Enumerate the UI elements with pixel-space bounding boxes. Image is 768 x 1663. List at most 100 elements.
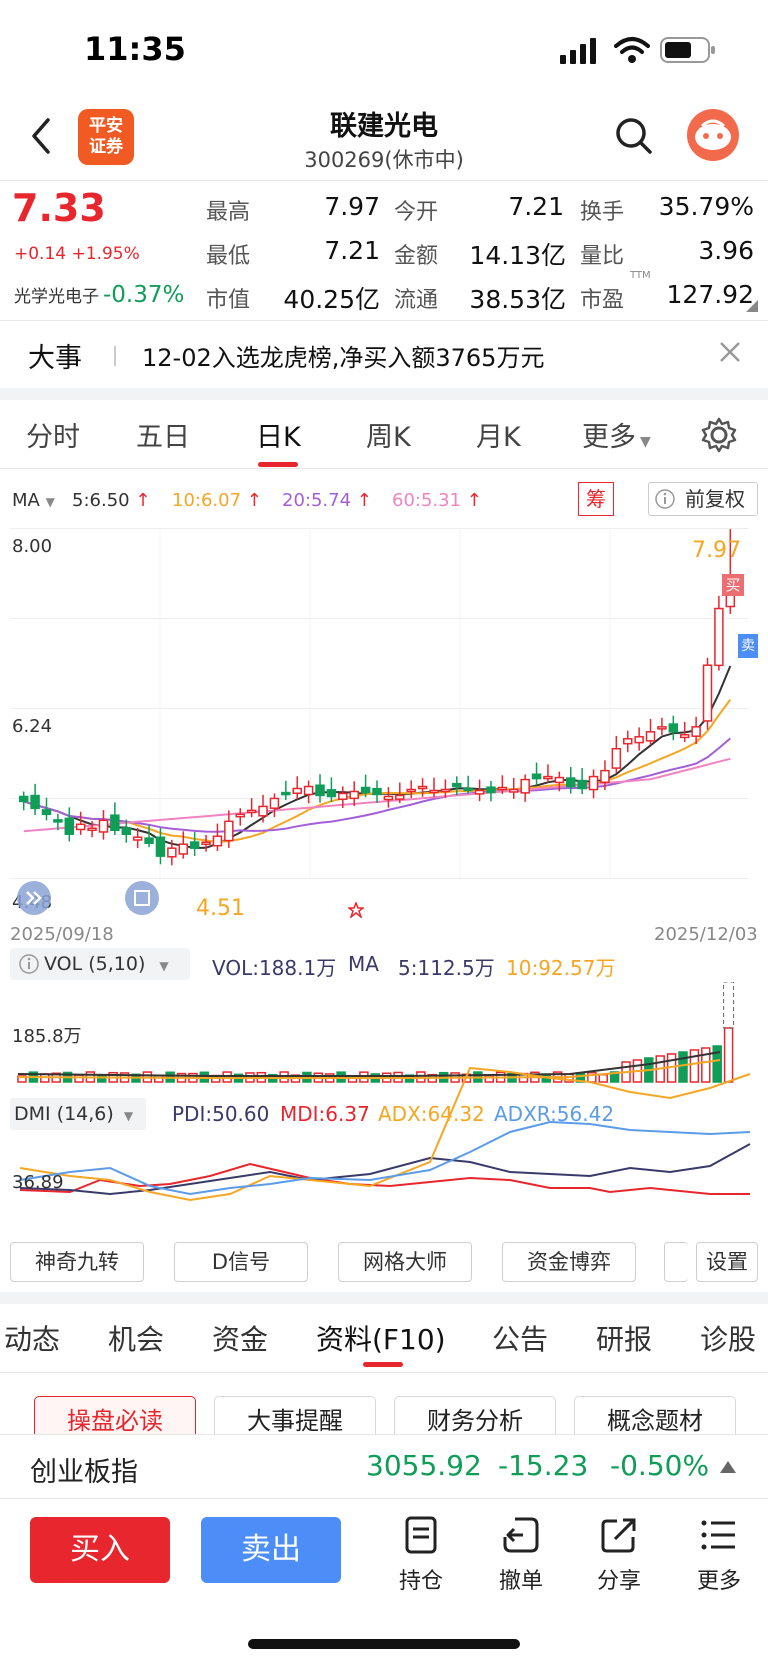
holdings-action[interactable]: 持仓: [386, 1515, 456, 1595]
index-ticker-bar[interactable]: 创业板指 3055.92 -15.23 -0.50%: [0, 1434, 768, 1498]
search-icon[interactable]: [614, 116, 654, 156]
stock-name: 联建光电: [330, 111, 438, 142]
tab-daily-k[interactable]: 日K: [256, 422, 301, 453]
tab-research[interactable]: 研报: [596, 1323, 653, 1356]
tool-d-signal[interactable]: D信号: [174, 1242, 308, 1282]
ttm-superscript: TTM: [630, 270, 651, 281]
candle-body: [212, 835, 223, 847]
adxr-line: [19, 1120, 751, 1196]
candle-body: [338, 792, 348, 800]
close-icon[interactable]: [718, 340, 742, 364]
candle-body: [486, 786, 496, 794]
candle-body: [497, 786, 508, 791]
tab-opportunity[interactable]: 机会: [108, 1323, 165, 1356]
tab-f10[interactable]: 资料(F10): [316, 1323, 446, 1356]
assistant-avatar-icon[interactable]: [686, 108, 740, 162]
active-tab-indicator: [258, 462, 298, 467]
more-action[interactable]: 更多: [684, 1515, 754, 1595]
candle-body: [657, 726, 667, 730]
tool-more-partial[interactable]: [664, 1242, 688, 1282]
candle-body: [463, 787, 473, 792]
candle-body: [520, 778, 530, 794]
tab-monthly-k[interactable]: 月K: [476, 422, 521, 453]
buy-marker[interactable]: 买: [722, 574, 744, 596]
candle-body: [360, 786, 371, 794]
adjust-mode-button[interactable]: 前复权: [648, 482, 758, 516]
tab-timeshare[interactable]: 分时: [26, 422, 80, 453]
candle-body: [679, 734, 690, 739]
kline-candles: [18, 529, 736, 866]
date-end: 2025/12/03: [654, 924, 758, 945]
bottom-action-bar: 买入 卖出 持仓 撤单 分享 更多: [0, 1498, 768, 1663]
tool-nine-turn[interactable]: 神奇九转: [10, 1242, 144, 1282]
cancel-order-action[interactable]: 撤单: [486, 1515, 556, 1595]
volume-bar: [723, 1027, 734, 1083]
candle-body: [30, 794, 40, 810]
cancel-order-label: 撤单: [498, 1569, 543, 1594]
collapse-left-icon[interactable]: [16, 880, 52, 916]
corner-expand-icon[interactable]: [746, 300, 758, 312]
ma-line: [23, 699, 732, 844]
tab-more-label: 更多: [582, 422, 636, 453]
candle-body: [64, 817, 75, 836]
candle-body: [132, 836, 143, 841]
kline-chart[interactable]: [10, 528, 758, 916]
tab-diagnosis[interactable]: 诊股: [700, 1323, 757, 1356]
pdi-value: PDI:50.60: [172, 1102, 270, 1126]
candle-body: [429, 789, 439, 794]
tool-settings[interactable]: 设置: [696, 1242, 758, 1282]
chip-distribution-button[interactable]: 筹: [578, 482, 614, 516]
candle-body: [531, 773, 542, 780]
candle-body: [634, 736, 644, 744]
volume-indicator-selector[interactable]: VOL (5,10) ▼: [10, 948, 190, 980]
sector-change: -0.37%: [103, 282, 185, 308]
candle-body: [155, 836, 166, 857]
sector-info[interactable]: 光学光电子 -0.37%: [14, 282, 184, 308]
tab-more[interactable]: 更多 ▼: [582, 415, 651, 454]
volume-chart[interactable]: [10, 982, 758, 1086]
buy-button[interactable]: 买入: [30, 1517, 170, 1583]
event-marker-icon[interactable]: [348, 902, 364, 918]
sector-name: 光学光电子: [14, 287, 99, 307]
candle-body: [600, 769, 610, 784]
stock-code-status: 300269(休市中): [304, 148, 464, 172]
sell-marker[interactable]: 卖: [738, 634, 758, 658]
min-price-label: 4.51: [196, 896, 245, 921]
candle-body: [246, 809, 257, 814]
tool-fund-game[interactable]: 资金博弈: [502, 1242, 636, 1282]
kline-ma-lines: [23, 665, 732, 850]
ma-selector[interactable]: MA ▼: [12, 490, 55, 511]
tab-five-day[interactable]: 五日: [136, 422, 190, 453]
caret-down-icon: ▼: [640, 434, 651, 450]
dmi-chart[interactable]: [10, 1066, 758, 1232]
volume-y-label: 185.8万: [12, 1026, 82, 1047]
tool-grid-master[interactable]: 网格大师: [338, 1242, 472, 1282]
index-change: -15.23: [498, 1449, 589, 1482]
max-price-label: 7.97: [692, 538, 741, 563]
tab-announcements[interactable]: 公告: [492, 1323, 549, 1356]
expand-view-icon[interactable]: [124, 880, 160, 916]
dmi-indicator-selector[interactable]: DMI (14,6) ▼: [10, 1098, 146, 1130]
candle-body: [474, 789, 485, 795]
tab-dynamics[interactable]: 动态: [4, 1323, 61, 1356]
tab-weekly-k[interactable]: 周K: [366, 422, 411, 453]
share-action[interactable]: 分享: [584, 1515, 654, 1595]
chevron-left-icon[interactable]: [28, 116, 54, 156]
caret-up-icon[interactable]: [718, 1459, 738, 1475]
settings-gear-icon[interactable]: [700, 416, 738, 454]
candle-body: [452, 782, 462, 788]
sell-button[interactable]: 卖出: [201, 1517, 341, 1583]
vol-ma-label: MA: [348, 952, 379, 976]
stat-label: 今开: [394, 200, 439, 225]
stat-value: 7.97: [324, 192, 380, 221]
logo-line1: 平安: [89, 116, 123, 136]
stat-label: 最低: [206, 244, 251, 269]
tab-funds[interactable]: 资金: [212, 1323, 269, 1356]
battery-icon: [660, 37, 715, 63]
date-start: 2025/09/18: [10, 924, 114, 945]
stat-value: 40.25亿: [283, 285, 380, 314]
stat-label: 市盈: [580, 288, 625, 313]
candle-body: [691, 726, 701, 737]
candle-body: [315, 784, 325, 797]
ma10-value: 10:6.07 ↑: [172, 490, 262, 511]
